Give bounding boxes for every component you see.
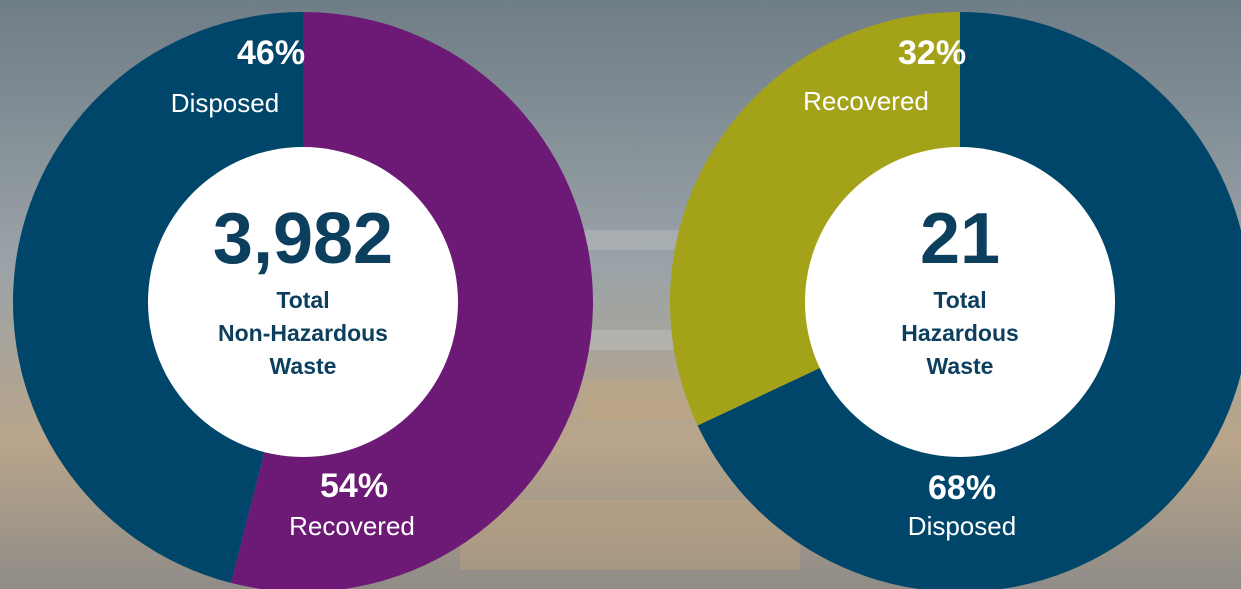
total-caption: Waste bbox=[927, 353, 994, 379]
category-label: Recovered bbox=[803, 86, 929, 116]
percent-label: 32% bbox=[898, 34, 966, 72]
category-label: Disposed bbox=[908, 511, 1016, 541]
total-caption: Non-Hazardous bbox=[218, 320, 388, 346]
total-caption: Total bbox=[933, 287, 986, 313]
total-value: 3,982 bbox=[213, 199, 393, 279]
total-caption: Total bbox=[276, 287, 329, 313]
percent-label: 68% bbox=[928, 469, 996, 507]
total-value: 21 bbox=[920, 199, 1000, 279]
percent-label: 46% bbox=[237, 34, 305, 72]
category-label: Disposed bbox=[171, 88, 279, 118]
category-label: Recovered bbox=[289, 511, 415, 541]
total-caption: Hazardous bbox=[901, 320, 1019, 346]
percent-label: 54% bbox=[320, 467, 388, 505]
total-caption: Waste bbox=[270, 353, 337, 379]
infographic: 3,982 Total Non-Hazardous Waste 54% Recovered… bbox=[0, 0, 1241, 589]
